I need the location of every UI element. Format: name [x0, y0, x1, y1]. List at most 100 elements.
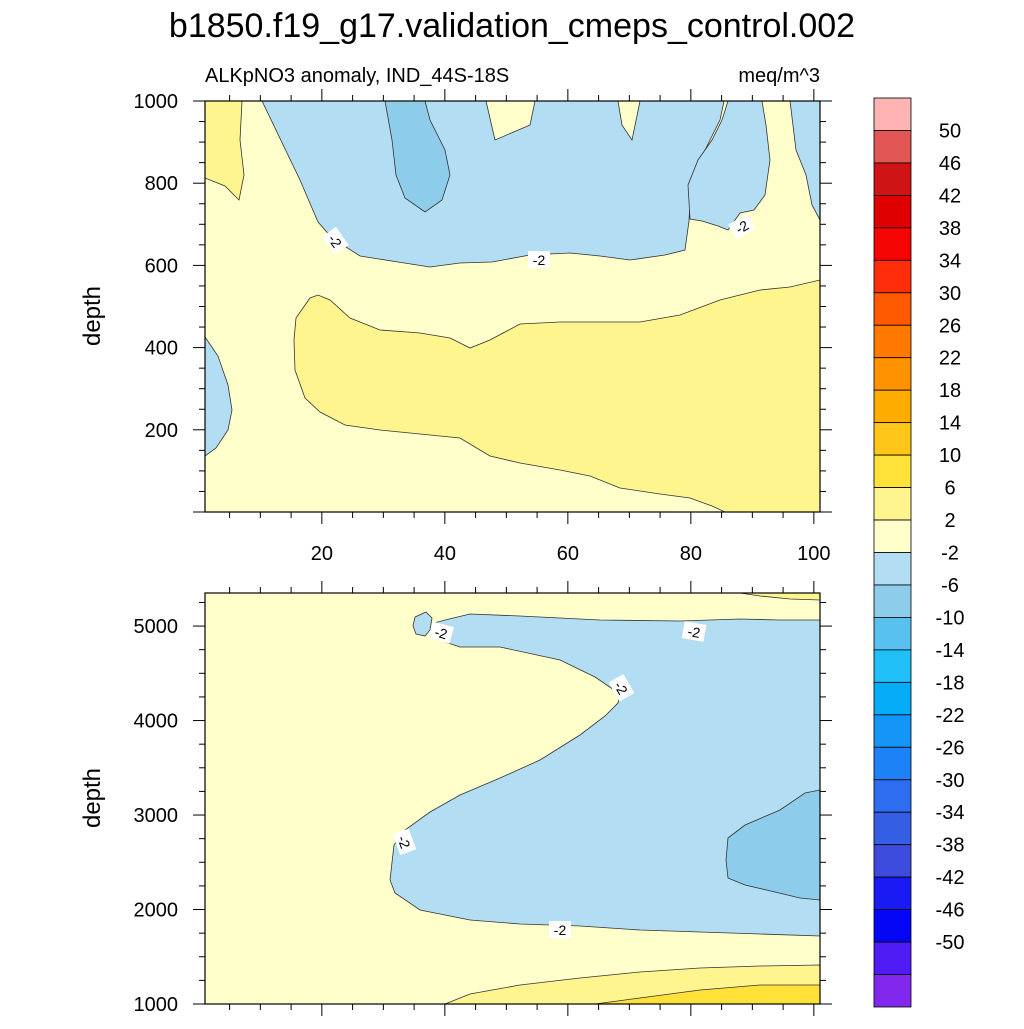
x-tick-label: 60 — [557, 543, 579, 565]
colorbar-swatch — [873, 259, 912, 294]
lower-positive-top-region — [739, 593, 820, 601]
chart-title: b1850.f19_g17.validation_cmeps_control.0… — [169, 7, 855, 45]
colorbar-label: -10 — [936, 607, 965, 629]
upper-negative-far-east-region — [789, 101, 820, 221]
x-tick-label: 20 — [311, 543, 333, 565]
colorbar: 50 46 42 38 34 30 26 22 18 14 10 6 2 -2 -6 -10 -14 -18 -22… — [873, 97, 965, 1008]
svg-text:-2: -2 — [533, 252, 546, 268]
y-tick-label: 2000 — [134, 900, 179, 922]
colorbar-label: 6 — [944, 478, 955, 500]
colorbar-label: 46 — [939, 153, 961, 175]
colorbar-swatch — [873, 227, 912, 261]
contour-label: -2 — [549, 921, 571, 938]
y-tick-label: 3000 — [134, 805, 179, 827]
colorbar-label: 22 — [939, 348, 961, 370]
lower-negative-core-region — [725, 789, 820, 901]
colorbar-swatch — [873, 617, 912, 651]
colorbar-swatch — [873, 779, 912, 813]
colorbar-label: -26 — [936, 737, 965, 759]
colorbar-swatch — [873, 974, 912, 1008]
y-tick-label: 400 — [145, 338, 178, 360]
svg-text:-2: -2 — [433, 624, 449, 643]
y-tick-label: 4000 — [134, 711, 179, 733]
upper-positive-band-region — [293, 279, 820, 512]
colorbar-label: 42 — [939, 185, 961, 207]
colorbar-swatch — [873, 681, 912, 716]
colorbar-swatch — [873, 454, 912, 488]
colorbar-label: 10 — [939, 445, 961, 467]
colorbar-swatch — [873, 584, 912, 618]
colorbar-swatch — [873, 876, 912, 911]
svg-text:-2: -2 — [686, 623, 701, 641]
colorbar-label: -50 — [936, 932, 965, 954]
colorbar-swatch — [873, 941, 912, 975]
colorbar-swatch — [873, 746, 912, 781]
y-tick-label: 5000 — [134, 616, 179, 638]
lower-positive-bottom-core-region — [594, 984, 820, 1004]
contour-label: -2 — [727, 213, 756, 240]
x-tick-label: 40 — [434, 543, 456, 565]
upper-panel: 200 400 600 800 1000 20 40 60 80 100 depth — [79, 89, 832, 565]
lower-negative-main-region — [389, 613, 820, 937]
colorbar-swatch — [873, 292, 912, 326]
contour-label: -2 — [608, 673, 635, 702]
colorbar-label: -38 — [936, 835, 965, 857]
colorbar-label: -14 — [936, 640, 965, 662]
colorbar-label: -34 — [936, 802, 965, 824]
colorbar-swatch — [873, 422, 912, 456]
upper-negative-main-region — [261, 101, 725, 268]
svg-text:-2: -2 — [554, 922, 567, 938]
upper-ylabel: depth — [79, 286, 106, 346]
y-tick-label: 800 — [145, 173, 178, 195]
upper-negative-east-region — [687, 101, 771, 231]
x-tick-label: 80 — [680, 543, 702, 565]
colorbar-swatch — [873, 552, 912, 586]
colorbar-swatch — [873, 519, 912, 553]
y-tick-label: 1000 — [134, 994, 179, 1016]
colorbar-swatch — [873, 130, 912, 164]
upper-positive-surface-region — [205, 101, 245, 201]
lower-negative-islet-region — [412, 611, 433, 637]
colorbar-swatch — [873, 162, 912, 196]
svg-text:-2: -2 — [394, 833, 413, 850]
colorbar-label: 50 — [939, 120, 961, 142]
colorbar-swatch — [873, 357, 912, 391]
colorbar-swatch — [873, 649, 912, 683]
contour-label: -2 — [528, 251, 550, 268]
colorbar-swatch — [873, 324, 912, 359]
contour-label: -2 — [681, 621, 707, 642]
contour-label: -2 — [428, 621, 454, 644]
colorbar-label: 34 — [939, 250, 961, 272]
colorbar-swatch — [873, 844, 912, 878]
colorbar-label: -18 — [936, 672, 965, 694]
upper-negative-core-region — [384, 101, 451, 213]
colorbar-swatch — [873, 97, 912, 131]
colorbar-label: 18 — [939, 380, 961, 402]
colorbar-swatch — [873, 714, 912, 748]
colorbar-swatch — [873, 811, 912, 846]
colorbar-label: -30 — [936, 770, 965, 792]
x-tick-label: 100 — [797, 543, 830, 565]
colorbar-label: 30 — [939, 283, 961, 305]
colorbar-swatch — [873, 389, 912, 424]
contour-label: -2 — [392, 828, 417, 856]
upper-negative-west-region — [205, 336, 233, 457]
y-tick-label: 1000 — [134, 91, 179, 113]
colorbar-label: 2 — [944, 510, 955, 532]
y-tick-label: 600 — [145, 255, 178, 277]
colorbar-label: 14 — [939, 413, 961, 435]
colorbar-label: 38 — [939, 218, 961, 240]
lower-ylabel: depth — [79, 768, 106, 828]
contour-label: -2 — [322, 226, 349, 255]
colorbar-label: 26 — [939, 315, 961, 337]
colorbar-label: -6 — [941, 575, 959, 597]
panel-variable-label: ALKpNO3 anomaly, IND_44S-18S — [205, 65, 509, 87]
colorbar-swatch — [873, 487, 912, 521]
colorbar-label: -2 — [941, 543, 959, 565]
colorbar-swatch — [873, 194, 912, 229]
y-tick-label: 200 — [145, 420, 178, 442]
colorbar-label: -22 — [936, 705, 965, 727]
panel-units-label: meq/m^3 — [738, 65, 820, 87]
colorbar-swatch — [873, 909, 912, 943]
